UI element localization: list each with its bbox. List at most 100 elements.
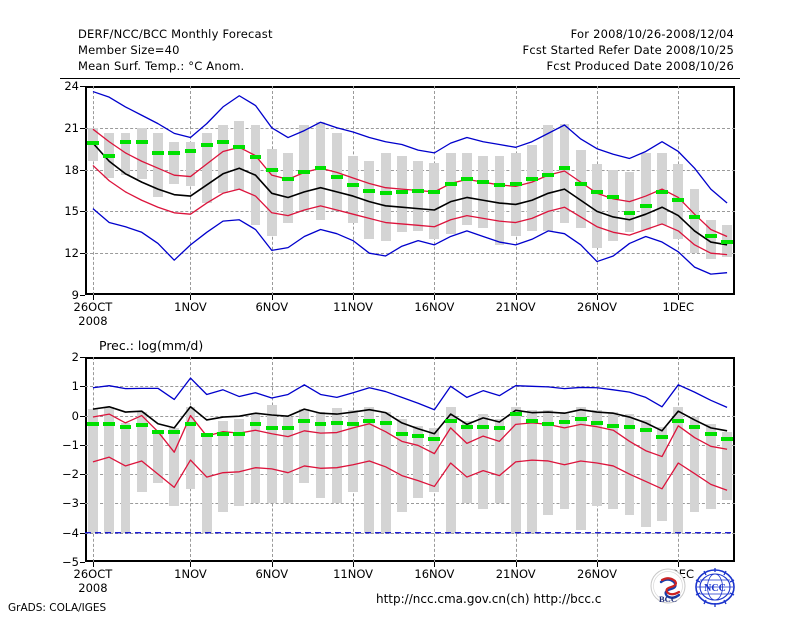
ensemble-spread-bar [413,425,424,498]
ensemble-spread-bar [185,406,196,489]
ensemble-spread-bar [527,410,537,533]
ensemble-spread-bar [120,133,131,176]
ensemble-spread-bar [315,412,326,498]
series-q75 [92,413,728,458]
climatology-marker [444,419,457,424]
series-mean [92,405,728,435]
ensemble-spread-bar [527,144,537,231]
website-urls[interactable]: http://ncc.cma.gov.cn(ch) http://bcc.c [376,592,602,606]
climatology-marker [363,188,376,193]
gridline-horizontal [85,474,735,476]
x-axis-tick-label: 6NOV [255,300,289,314]
climatology-marker [477,180,490,185]
ensemble-spread-bar [380,152,391,241]
x-axis-tick-label: 26OCT [73,567,113,581]
climatology-marker [249,155,262,160]
header-line-3: Mean Surf. Temp.: °C Anom. [78,59,245,73]
y-axis-tick-label: −3 [62,496,79,511]
ensemble-spread-bar [299,409,310,483]
climatology-marker [672,419,685,424]
x-axis-tick-mark [271,295,273,300]
ensemble-spread-bar [364,161,375,240]
climatology-marker [184,149,197,154]
climatology-marker [347,421,359,426]
ensemble-spread-bar [348,409,358,492]
precipitation-chart-panel: Prec.: log(mm/d) −5 −4 −3 −2 −1 0 1 2 26OCT 2008 1… [62,338,735,595]
x-axis-tick-label: 16NOV [414,300,455,314]
x-axis-tick-mark [190,562,192,567]
ensemble-spread-bar [559,412,570,510]
ensemble-spread-bar [478,155,489,229]
x-axis-tick-mark [596,295,598,300]
ensemble-spread-bar [429,427,440,492]
ensemble-spread-bar [510,152,521,237]
climatology-marker [656,189,668,194]
ensemble-spread-bar [559,123,570,223]
climatology-marker [395,431,408,436]
climatology-marker [103,153,116,158]
header-divider [60,78,740,79]
climatology-marker [168,150,181,155]
climatology-marker [477,424,490,429]
climatology-marker [607,423,620,428]
x-axis-tick-label: 11NOV [333,300,374,314]
ensemble-spread-bar [218,125,228,194]
ensemble-spread-bar [608,412,619,510]
x-axis-year-label: 2008 [78,314,108,328]
x-axis-tick-mark [353,295,355,300]
precip-title: Prec.: log(mm/d) [99,338,204,353]
series-max [92,90,728,204]
climatology-marker [639,427,652,432]
x-axis-tick-label: 16NOV [414,567,455,581]
climatology-marker [558,420,571,424]
x-axis-tick-label: 1DEC [662,300,695,314]
x-axis-tick-mark [434,562,436,567]
y-axis-tick-mark [80,357,85,358]
header-produced-date: Fcst Produced Date 2008/10/26 [546,59,734,73]
y-axis-tick-label: 15 [64,204,79,219]
ensemble-spread-bar [348,155,358,223]
climatology-marker [200,433,213,438]
climatology-marker [444,181,457,186]
series-q75 [92,128,728,238]
series-q25 [92,164,728,256]
climatology-marker [314,422,327,427]
climatology-marker [135,422,148,427]
climatology-marker [347,182,359,187]
climatology-marker [623,424,636,429]
temp-series-layer [92,90,728,275]
climatology-marker [282,425,294,430]
x-axis-tick-label: 1NOV [174,567,207,581]
climatology-marker [607,195,620,200]
climatology-marker [574,181,587,186]
ensemble-spread-bar [331,408,342,504]
ensemble-spread-bar [364,406,375,533]
ensemble-spread-bar [283,152,293,223]
climatology-marker [363,419,376,424]
ensemble-spread-bar [413,161,424,231]
climatology-marker [152,429,164,434]
ensemble-spread-bar [283,417,293,504]
header-start-date: Fcst Started Refer Date 2008/10/25 [522,43,734,57]
ensemble-spread-bar [201,133,212,204]
climatology-marker [428,189,441,194]
y-axis-tick-label: −5 [62,555,79,569]
ensemble-spread-bar [185,141,196,187]
climatology-marker [591,420,603,425]
climatology-marker [672,198,685,203]
climatology-marker [119,424,132,429]
ensemble-spread-bar [380,412,391,533]
climatology-marker [704,431,717,436]
ensemble-spread-bar [673,407,684,533]
ensemble-spread-bar [136,412,147,492]
ensemble-spread-bar [640,152,651,230]
gridline-vertical [92,86,94,295]
x-axis-tick-mark [271,562,273,567]
x-axis-tick-label: 26NOV [577,300,617,314]
series-min [92,208,728,275]
y-axis-tick-label: 1 [71,379,79,394]
climatology-marker [558,166,571,171]
climatology-marker [119,139,132,144]
climatology-marker [217,139,229,144]
climatology-marker [233,145,246,150]
